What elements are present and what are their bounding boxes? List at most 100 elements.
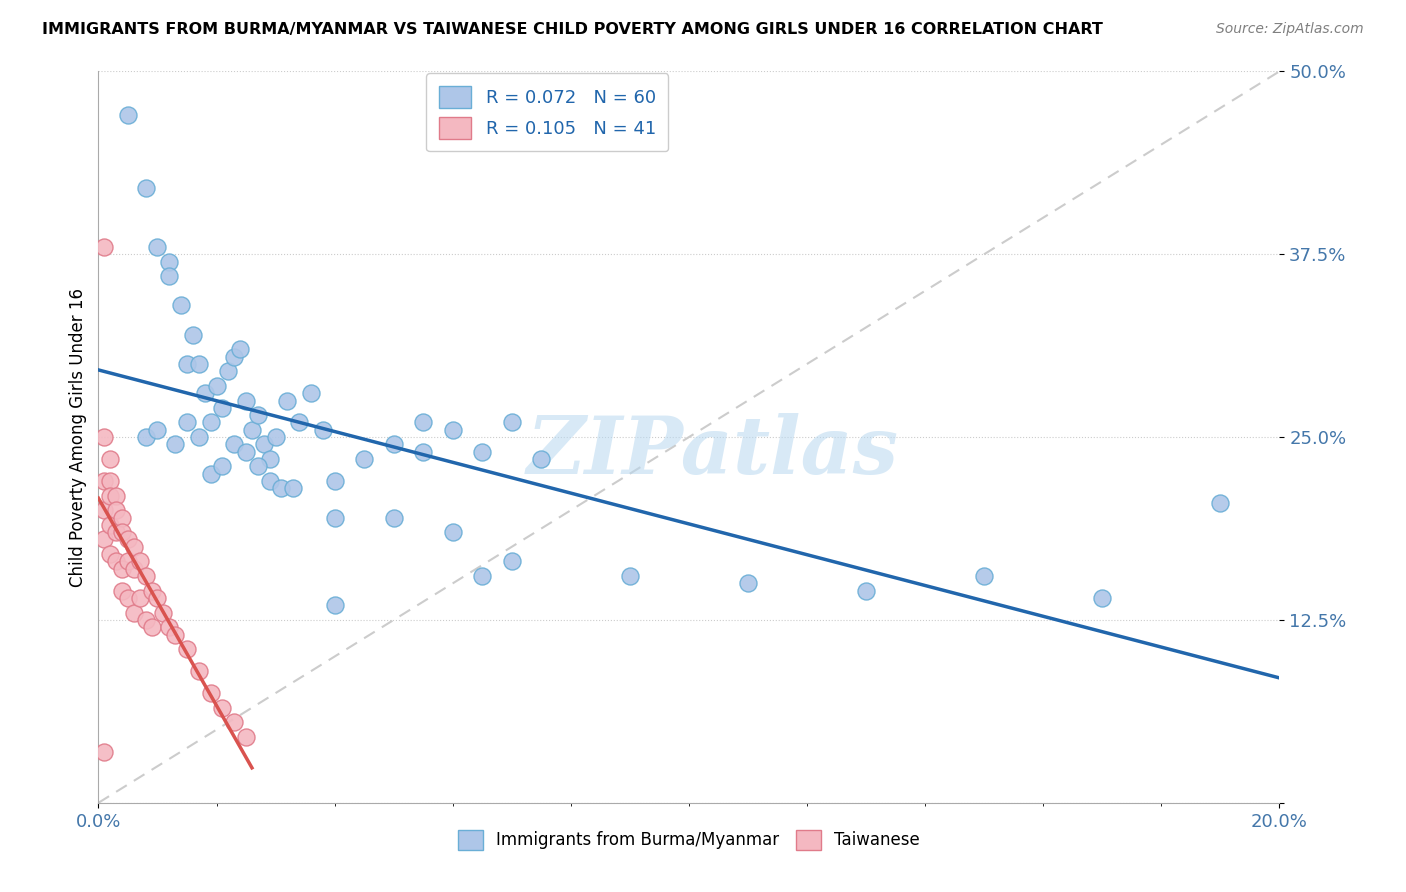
Point bbox=[259, 474, 281, 488]
Point bbox=[441, 525, 464, 540]
Point bbox=[187, 430, 209, 444]
Point bbox=[146, 240, 169, 254]
Point bbox=[1091, 591, 1114, 605]
Point bbox=[122, 606, 145, 620]
Point bbox=[93, 745, 115, 759]
Point bbox=[157, 254, 180, 268]
Point bbox=[141, 583, 163, 598]
Point bbox=[240, 423, 263, 437]
Point bbox=[264, 430, 287, 444]
Point bbox=[105, 554, 128, 568]
Point bbox=[117, 108, 139, 122]
Point bbox=[165, 627, 187, 641]
Point bbox=[382, 510, 405, 524]
Point bbox=[105, 489, 128, 503]
Point bbox=[141, 620, 163, 634]
Point bbox=[205, 379, 228, 393]
Point bbox=[211, 401, 233, 415]
Point bbox=[211, 700, 233, 714]
Point bbox=[93, 503, 115, 517]
Point bbox=[217, 364, 239, 378]
Point bbox=[157, 269, 180, 284]
Point bbox=[93, 240, 115, 254]
Point bbox=[323, 510, 346, 524]
Point bbox=[157, 620, 180, 634]
Point bbox=[122, 540, 145, 554]
Point bbox=[323, 474, 346, 488]
Point bbox=[211, 459, 233, 474]
Point bbox=[200, 686, 222, 700]
Text: ZIPatlas: ZIPatlas bbox=[526, 413, 898, 491]
Point bbox=[111, 583, 134, 598]
Point bbox=[111, 525, 134, 540]
Point bbox=[276, 393, 298, 408]
Point bbox=[412, 444, 434, 458]
Point bbox=[146, 591, 169, 605]
Point bbox=[259, 452, 281, 467]
Point bbox=[235, 393, 257, 408]
Point bbox=[1209, 496, 1232, 510]
Point bbox=[165, 437, 187, 451]
Point bbox=[737, 576, 759, 591]
Point bbox=[135, 181, 157, 195]
Point bbox=[128, 554, 150, 568]
Point bbox=[105, 503, 128, 517]
Point bbox=[146, 423, 169, 437]
Point bbox=[224, 350, 246, 364]
Point bbox=[253, 437, 276, 451]
Point bbox=[246, 408, 269, 422]
Point bbox=[187, 664, 209, 678]
Point bbox=[176, 642, 198, 657]
Point bbox=[235, 444, 257, 458]
Point bbox=[122, 562, 145, 576]
Point bbox=[224, 437, 246, 451]
Point bbox=[98, 517, 121, 532]
Point bbox=[93, 533, 115, 547]
Point bbox=[98, 489, 121, 503]
Text: Source: ZipAtlas.com: Source: ZipAtlas.com bbox=[1216, 22, 1364, 37]
Point bbox=[181, 327, 204, 342]
Point bbox=[283, 481, 305, 495]
Point bbox=[855, 583, 877, 598]
Point bbox=[135, 430, 157, 444]
Point bbox=[973, 569, 995, 583]
Point bbox=[471, 569, 494, 583]
Point bbox=[111, 562, 134, 576]
Point bbox=[98, 452, 121, 467]
Point bbox=[288, 416, 311, 430]
Point bbox=[128, 591, 150, 605]
Point bbox=[93, 474, 115, 488]
Point bbox=[117, 554, 139, 568]
Point bbox=[471, 444, 494, 458]
Point bbox=[135, 569, 157, 583]
Point bbox=[412, 416, 434, 430]
Point bbox=[98, 474, 121, 488]
Point bbox=[441, 423, 464, 437]
Point bbox=[382, 437, 405, 451]
Point bbox=[312, 423, 335, 437]
Point bbox=[117, 591, 139, 605]
Point bbox=[93, 430, 115, 444]
Point bbox=[117, 533, 139, 547]
Point bbox=[194, 386, 217, 401]
Point bbox=[353, 452, 375, 467]
Point bbox=[619, 569, 641, 583]
Point bbox=[187, 357, 209, 371]
Point bbox=[111, 510, 134, 524]
Point bbox=[176, 416, 198, 430]
Point bbox=[200, 416, 222, 430]
Text: IMMIGRANTS FROM BURMA/MYANMAR VS TAIWANESE CHILD POVERTY AMONG GIRLS UNDER 16 CO: IMMIGRANTS FROM BURMA/MYANMAR VS TAIWANE… bbox=[42, 22, 1104, 37]
Point bbox=[105, 525, 128, 540]
Point bbox=[152, 606, 174, 620]
Point bbox=[299, 386, 322, 401]
Legend: Immigrants from Burma/Myanmar, Taiwanese: Immigrants from Burma/Myanmar, Taiwanese bbox=[451, 823, 927, 856]
Point bbox=[176, 357, 198, 371]
Point bbox=[270, 481, 292, 495]
Point bbox=[323, 599, 346, 613]
Point bbox=[501, 554, 523, 568]
Point bbox=[246, 459, 269, 474]
Point bbox=[224, 715, 246, 730]
Y-axis label: Child Poverty Among Girls Under 16: Child Poverty Among Girls Under 16 bbox=[69, 287, 87, 587]
Point bbox=[200, 467, 222, 481]
Point bbox=[170, 298, 193, 312]
